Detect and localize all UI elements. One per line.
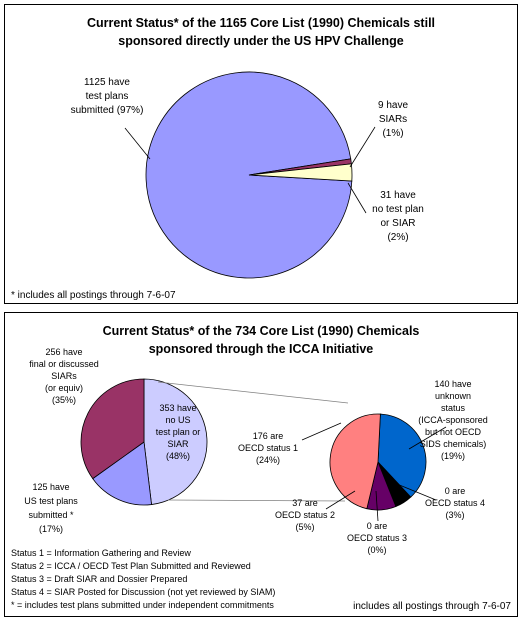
slice-label: (0%) [367,545,386,555]
status-legend-line: Status 2 = ICCA / OECD Test Plan Submitt… [11,561,251,571]
leader-line [124,127,151,160]
slice-label: 37 are [292,498,318,508]
chart-title: Current Status* of the 734 Core List (19… [103,324,420,338]
slice-label: SIARs [51,371,77,381]
leader-line [301,422,342,441]
icca-pie-chart: Current Status* of the 734 Core List (19… [11,324,511,612]
status-legend-line: Status 1 = Information Gathering and Rev… [11,548,191,558]
slice-label: OECD status 4 [425,498,485,508]
leader-line [375,490,379,522]
slice-label: 0 are [367,521,388,531]
chart-title: Current Status* of the 1165 Core List (1… [87,16,435,30]
slice-label: unknown [435,391,471,401]
footnote: includes all postings through 7-6-07 [353,601,511,612]
slice-label: status [441,403,466,413]
slice-label: submitted (97%) [71,105,144,116]
icca-chart-panel: Current Status* of the 734 Core List (19… [4,312,518,617]
slice-label: 176 are [253,431,284,441]
slice-label: 125 have [32,482,69,492]
slice-label: 1125 have [84,77,130,88]
slice-label: final or discussed [29,359,99,369]
slice-label: or SIAR [380,218,415,229]
slice-label: no test plan [372,204,424,215]
slice-label: (1%) [382,128,403,139]
slice-label: submitted * [28,510,74,520]
leader-line [349,126,376,168]
slice-label: (2%) [387,232,408,243]
slice-label: 9 have [378,100,408,111]
slice-label: (or equiv) [45,383,83,393]
slice-label: test plans [86,91,129,102]
slice-label: 0 are [445,486,466,496]
slice-label: SIAR [167,439,189,449]
pie-slice-no-test-plan [248,163,353,182]
slice-label: OECD status 1 [238,443,298,453]
leader-line [325,490,356,510]
slice-label: 353 have [159,403,196,413]
slice-label: (48%) [166,451,190,461]
pie-slice-test-plans-submitted [145,71,353,279]
slice-label: test plan or [156,427,201,437]
slice-label: (35%) [52,395,76,405]
chart-title: sponsored directly under the US HPV Chal… [118,34,404,48]
slice-label: (24%) [256,455,280,465]
breakout-slice-status-1 [329,413,381,510]
status-legend-line: Status 3 = Draft SIAR and Dossier Prepar… [11,574,187,584]
leader-line [408,426,447,450]
slice-label: but not OECD [425,427,482,437]
slice-label: 31 have [380,190,416,201]
slice-label: no US [165,415,190,425]
status-legend-line: * = includes test plans submitted under … [11,600,274,610]
slice-label: (ICCA-sponsored [418,415,488,425]
chart-title: sponsored through the ICCA Initiative [149,342,374,356]
slice-label: (19%) [441,451,465,461]
slice-label: 256 have [45,347,82,357]
slice-label: 140 have [434,379,471,389]
pie-slice-us-test-plans [92,441,152,506]
hpv-chart-panel: Current Status* of the 1165 Core List (1… [4,4,518,304]
slice-label: (17%) [39,524,63,534]
connector-line [157,381,349,404]
leader-line [347,182,367,214]
slice-label: SIDS chemicals) [420,439,487,449]
connector-line [167,499,346,502]
status-legend-line: Status 4 = SIAR Posted for Discussion (n… [11,587,275,597]
breakout-slice-unknown-status [377,413,427,498]
hpv-pie-chart: Current Status* of the 1165 Core List (1… [11,16,435,301]
leader-line [396,483,437,501]
slice-label: OECD status 2 [275,510,335,520]
slice-label: SIARs [379,114,407,125]
footnote: * includes all postings through 7-6-07 [11,290,176,301]
slice-label: (3%) [445,510,464,520]
pie-slice-final-siars [80,378,145,480]
slice-label: OECD status 3 [347,533,407,543]
slice-label: US test plans [24,496,78,506]
slice-label: (5%) [295,522,314,532]
